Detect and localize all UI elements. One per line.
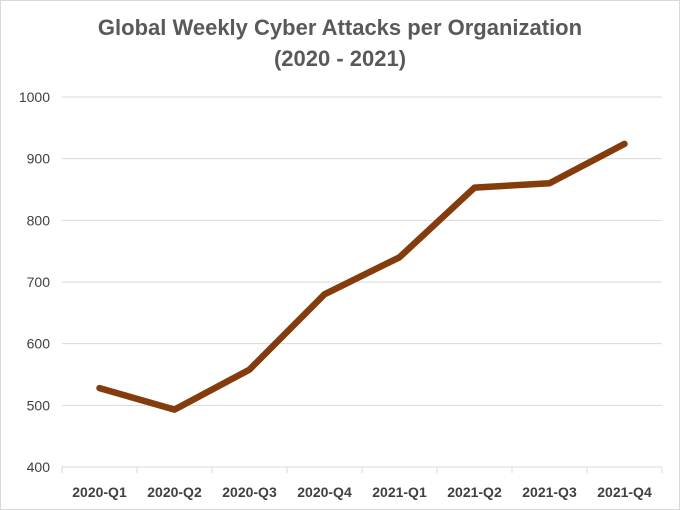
y-tick-label-900: 900	[27, 151, 51, 167]
x-tick-label-2021-Q2: 2021-Q2	[447, 484, 502, 500]
x-tick-label-2021-Q3: 2021-Q3	[522, 484, 577, 500]
y-tick-label-500: 500	[27, 397, 51, 413]
chart-title-block: Global Weekly Cyber Attacks per Organiza…	[0, 12, 680, 74]
x-tick-label-2020-Q3: 2020-Q3	[222, 484, 277, 500]
series-line-0	[96, 140, 628, 413]
x-tick-label-2021-Q1: 2021-Q1	[372, 484, 427, 500]
x-tick-label-2021-Q4: 2021-Q4	[597, 484, 652, 500]
x-tick-label-2020-Q4: 2020-Q4	[297, 484, 352, 500]
chart-subtitle: (2020 - 2021)	[273, 46, 407, 71]
y-tick-label-600: 600	[27, 336, 51, 352]
y-tick-label-400: 400	[27, 459, 51, 475]
y-tick-label-800: 800	[27, 212, 51, 228]
x-tick-label-2020-Q2: 2020-Q2	[147, 484, 202, 500]
chart-title: Global Weekly Cyber Attacks per Organiza…	[97, 15, 583, 40]
x-tick-label-2020-Q1: 2020-Q1	[72, 484, 127, 500]
y-tick-label-700: 700	[27, 274, 51, 290]
y-tick-label-1000: 1000	[19, 89, 50, 105]
